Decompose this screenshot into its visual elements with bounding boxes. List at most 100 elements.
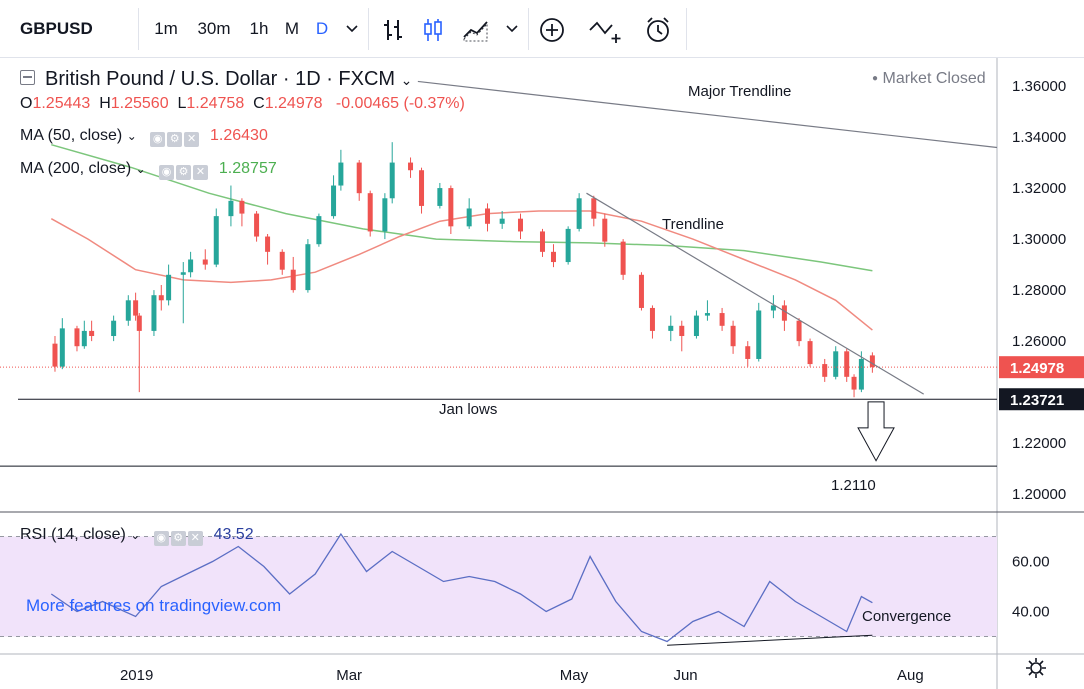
candle-body: [305, 244, 311, 291]
candle-body: [202, 259, 208, 265]
candle-body: [52, 343, 58, 367]
toolbar-divider: [686, 8, 687, 50]
candle-body: [279, 251, 285, 270]
candlestick-icon[interactable]: [418, 0, 448, 58]
interval-1m[interactable]: 1m: [154, 19, 178, 38]
bar-chart-icon[interactable]: [378, 0, 408, 58]
interval-day[interactable]: D: [315, 19, 329, 38]
y-tick-label: 1.20000: [1012, 486, 1066, 503]
candle-body: [620, 241, 626, 275]
y-tick-label: 1.34000: [1012, 129, 1066, 146]
candle-body: [858, 358, 864, 390]
target-label: 1.2110: [831, 477, 876, 494]
candle-body: [239, 200, 245, 214]
symbol-search[interactable]: GBPUSD: [20, 19, 93, 38]
market-status: ● Market Closed: [872, 70, 986, 87]
ma200-legend[interactable]: MA (200, close) ⌄ ◉ ⚙ ✕ 1.28757: [20, 160, 277, 180]
candle-body: [668, 325, 674, 331]
toolbar-divider: [528, 8, 529, 50]
candle-body: [499, 218, 505, 224]
ma50-legend[interactable]: MA (50, close) ⌄ ◉ ⚙ ✕ 1.26430: [20, 127, 268, 147]
candle-body: [188, 259, 194, 273]
area-chart-icon[interactable]: [458, 0, 494, 58]
x-tick-label: May: [560, 667, 589, 684]
rsi-y-tick-label: 40.00: [1012, 604, 1050, 621]
candle-body: [704, 313, 710, 316]
candle-body: [382, 198, 388, 232]
gear-icon[interactable]: ⚙: [170, 531, 186, 546]
convergence-line: [667, 634, 873, 646]
major-trendline: [417, 80, 998, 149]
candle-body: [638, 274, 644, 308]
candle-body: [576, 198, 582, 229]
alert-icon[interactable]: [640, 0, 676, 58]
candle-body: [730, 325, 736, 347]
candle-body: [265, 236, 271, 252]
last-price-label: 1.24978: [1010, 360, 1064, 377]
x-tick-label: Mar: [336, 667, 362, 684]
candle-body: [74, 328, 80, 347]
settings-gear-icon[interactable]: [1024, 656, 1048, 685]
candle-body: [180, 272, 186, 275]
candle-body: [254, 213, 260, 237]
candle-body: [869, 355, 875, 368]
interval-1h[interactable]: 1h: [249, 19, 269, 38]
candle-body: [719, 313, 725, 326]
jan-low-badge: [999, 388, 1084, 411]
x-tick-label: Aug: [897, 667, 924, 684]
trendline: [586, 192, 924, 395]
eye-icon[interactable]: ◉: [159, 165, 175, 180]
gear-icon[interactable]: ⚙: [176, 165, 192, 180]
y-tick-label: 1.36000: [1012, 78, 1066, 95]
close-icon[interactable]: ✕: [187, 531, 203, 546]
candle-body: [356, 162, 362, 194]
interval-30m[interactable]: 30m: [197, 19, 231, 38]
rsi-band: [0, 536, 997, 637]
convergence-label: Convergence: [862, 608, 951, 625]
plus-circle-icon[interactable]: [536, 0, 568, 58]
chevron-down-icon[interactable]: [500, 0, 524, 58]
eye-icon[interactable]: ◉: [150, 132, 166, 147]
eye-icon[interactable]: ◉: [153, 531, 169, 546]
candle-body: [539, 231, 545, 252]
candle-body: [781, 305, 787, 321]
candle-body: [89, 330, 95, 337]
close-icon[interactable]: ✕: [193, 165, 209, 180]
candle-body: [550, 251, 556, 263]
rsi-legend[interactable]: RSI (14, close) ⌄ ◉ ⚙ ✕ 43.52: [20, 526, 254, 546]
candle-body: [822, 364, 828, 377]
candle-body: [166, 274, 172, 301]
candle-body: [228, 200, 234, 217]
x-tick-label: Jun: [673, 667, 697, 684]
rsi-value: 43.52: [213, 526, 254, 543]
major-trendline-label: Major Trendline: [688, 83, 791, 100]
candle-body: [316, 216, 322, 245]
collapse-icon[interactable]: [20, 70, 35, 85]
x-tick-label: 2019: [120, 667, 153, 684]
gear-icon[interactable]: ⚙: [167, 132, 183, 147]
y-tick-label: 1.26000: [1012, 333, 1066, 350]
chart-legend-title[interactable]: British Pound / U.S. Dollar · 1D · FXCM …: [20, 68, 412, 91]
compare-icon[interactable]: [584, 0, 628, 58]
interval-month[interactable]: M: [284, 19, 300, 38]
top-toolbar: GBPUSD 1m 30m 1h M D: [0, 0, 1084, 58]
candle-body: [419, 170, 425, 206]
jan-low-price-label: 1.23721: [1010, 392, 1064, 409]
chevron-down-icon[interactable]: [340, 0, 364, 58]
candle-body: [517, 218, 523, 232]
candle-body: [158, 295, 164, 301]
candle-body: [591, 198, 597, 219]
candle-body: [807, 341, 813, 365]
candle-body: [213, 216, 219, 265]
ma200-line: [51, 143, 873, 272]
y-tick-label: 1.22000: [1012, 435, 1066, 452]
candle-body: [745, 346, 751, 359]
candle-body: [756, 310, 762, 359]
candle-body: [770, 305, 776, 311]
chevron-down-icon[interactable]: ⌄: [400, 72, 413, 88]
candle-body: [151, 295, 157, 331]
close-icon[interactable]: ✕: [184, 132, 200, 147]
candle-body: [389, 162, 395, 199]
tradingview-watermark[interactable]: More features on tradingview.com: [26, 596, 282, 615]
